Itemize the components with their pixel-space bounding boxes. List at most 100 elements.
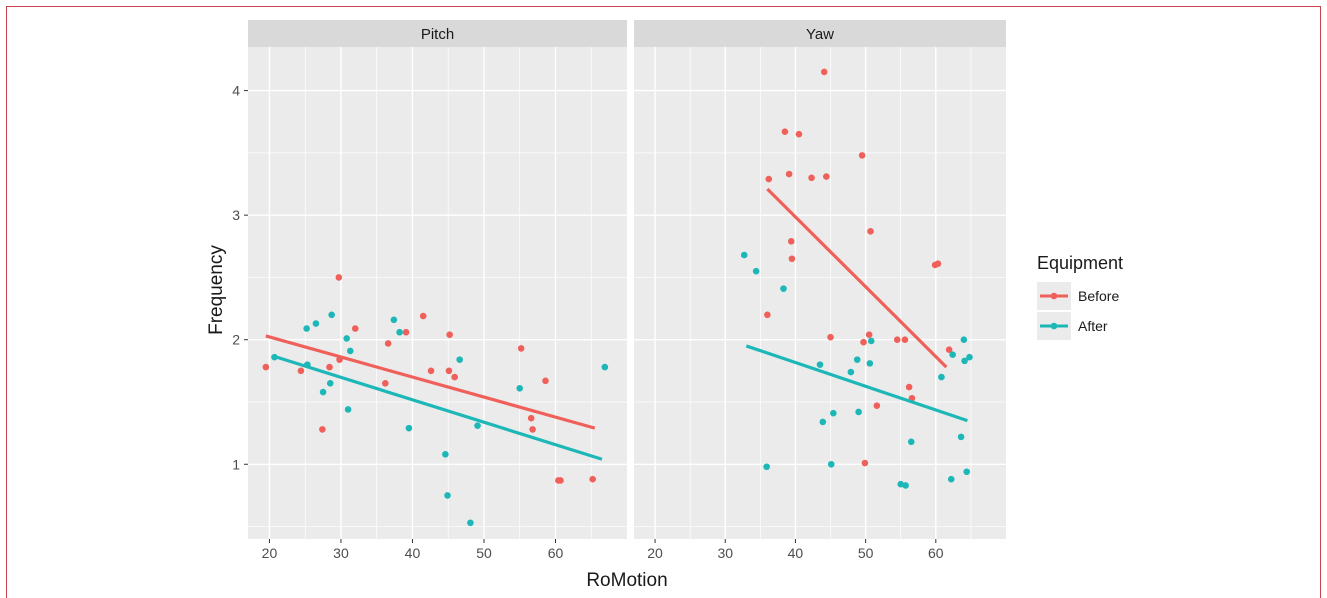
legend-key-point-before [1050, 292, 1058, 300]
facet-strip-pitch [248, 20, 627, 47]
data-point-pitch-before [446, 331, 453, 339]
data-point-pitch-after [456, 356, 463, 363]
data-point-yaw-before [808, 174, 815, 182]
data-point-pitch-before [527, 414, 535, 422]
data-point-yaw-after [847, 368, 855, 376]
data-point-pitch-before [445, 367, 453, 375]
data-point-pitch-before [336, 356, 343, 363]
data-point-yaw-before [945, 346, 953, 353]
data-point-pitch-before [297, 367, 305, 375]
data-point-yaw-after [960, 336, 968, 344]
data-point-yaw-before [905, 383, 913, 391]
trend-line-pitch-before [265, 334, 596, 430]
data-point-yaw-before [820, 68, 828, 76]
data-point-pitch-before [542, 377, 549, 385]
data-point-yaw-after [763, 463, 770, 471]
data-point-yaw-before [787, 238, 795, 245]
x-tick-label: 40 [788, 545, 804, 561]
data-point-yaw-after [867, 337, 875, 345]
y-tick-label: 2 [232, 332, 240, 348]
data-point-yaw-before [785, 170, 793, 178]
data-point-yaw-after [938, 373, 945, 381]
data-point-pitch-before [319, 426, 326, 433]
data-point-pitch-after [390, 316, 398, 324]
data-point-yaw-before [867, 228, 874, 235]
data-point-yaw-before [788, 255, 796, 263]
legend-label-after: After [1078, 318, 1108, 334]
trend-line-yaw-after [745, 344, 968, 423]
data-point-yaw-before [765, 175, 773, 183]
data-point-pitch-after [344, 406, 352, 413]
data-point-yaw-before [823, 173, 830, 180]
x-axis-label: RoMotion [586, 570, 667, 591]
data-point-pitch-after [304, 361, 311, 368]
data-point-yaw-after [963, 468, 970, 476]
data-point-yaw-after [966, 353, 973, 361]
data-point-yaw-after [947, 475, 955, 483]
data-point-yaw-after [957, 433, 965, 441]
data-point-pitch-after [474, 422, 481, 429]
data-point-yaw-after [853, 356, 861, 363]
data-point-yaw-after [830, 409, 837, 417]
data-point-pitch-before [384, 340, 392, 347]
data-point-pitch-after [328, 311, 335, 319]
legend-label-before: Before [1078, 288, 1119, 304]
data-point-yaw-before [861, 459, 869, 467]
legend-key-point-after [1050, 322, 1058, 330]
trend-line-yaw-before [766, 187, 948, 369]
data-point-yaw-before [764, 311, 771, 319]
x-tick-label: 30 [717, 545, 733, 561]
y-tick-label: 4 [232, 83, 240, 99]
data-point-pitch-before [402, 328, 410, 336]
x-tick-label: 50 [476, 545, 492, 561]
panel-background-pitch [248, 47, 627, 539]
data-point-yaw-before [901, 336, 909, 344]
x-tick-label: 20 [647, 545, 663, 561]
data-point-pitch-before [451, 373, 458, 381]
data-point-pitch-before [381, 380, 389, 387]
data-point-yaw-after [866, 360, 874, 367]
data-point-pitch-after [601, 363, 609, 371]
data-point-yaw-after [816, 361, 824, 368]
x-tick-label: 30 [333, 545, 349, 561]
data-point-yaw-before [934, 260, 942, 268]
data-point-pitch-before [589, 475, 596, 483]
data-point-yaw-before [893, 336, 901, 344]
data-point-pitch-after [516, 384, 524, 392]
data-point-yaw-after [902, 482, 909, 489]
data-point-pitch-before [557, 477, 564, 484]
data-point-pitch-after [346, 347, 354, 355]
data-point-yaw-after [752, 267, 760, 275]
data-point-pitch-after [405, 424, 413, 432]
facet-strip-label-yaw: Yaw [806, 26, 834, 43]
data-point-pitch-after [303, 325, 310, 332]
data-point-pitch-before [529, 426, 536, 433]
data-point-yaw-after [827, 460, 835, 468]
facet-strip-label-pitch: Pitch [421, 26, 454, 43]
data-point-yaw-before [865, 331, 873, 339]
panel-background-yaw [634, 47, 1006, 539]
data-point-yaw-before [858, 152, 866, 159]
data-point-pitch-after [396, 328, 403, 336]
data-point-yaw-after [949, 351, 956, 358]
data-point-pitch-after [326, 380, 334, 387]
data-point-pitch-after [467, 519, 474, 527]
data-point-pitch-before [351, 325, 359, 332]
data-point-yaw-after [855, 408, 862, 416]
data-point-pitch-after [444, 492, 451, 499]
data-point-yaw-after [961, 357, 968, 365]
x-tick-label: 60 [928, 545, 944, 561]
legend: Equipment Before After [1037, 253, 1123, 340]
data-point-pitch-after [442, 451, 449, 458]
data-point-yaw-after [740, 251, 748, 259]
data-point-yaw-after [819, 418, 827, 426]
data-point-pitch-before [326, 363, 333, 371]
legend-title: Equipment [1037, 253, 1123, 273]
data-point-pitch-after [271, 353, 278, 361]
trend-line-pitch-after [276, 355, 603, 461]
data-point-pitch-before [419, 312, 427, 320]
y-tick-label: 3 [232, 207, 240, 223]
x-tick-label: 60 [548, 545, 564, 561]
data-point-yaw-after [907, 438, 915, 446]
